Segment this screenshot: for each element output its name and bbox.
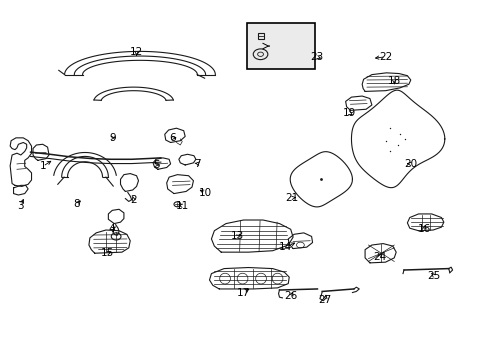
Text: 25: 25 (427, 271, 440, 281)
Text: 9: 9 (109, 133, 115, 143)
Text: 19: 19 (342, 108, 355, 118)
Text: 13: 13 (230, 231, 244, 242)
Text: 16: 16 (417, 224, 430, 234)
Text: 5: 5 (152, 160, 159, 170)
Text: 26: 26 (284, 291, 297, 301)
Text: 23: 23 (309, 52, 323, 62)
Text: 4: 4 (109, 224, 115, 234)
Text: 12: 12 (130, 47, 143, 57)
Text: 3: 3 (18, 201, 24, 211)
Text: 14: 14 (279, 242, 292, 252)
Text: 27: 27 (318, 295, 331, 305)
Text: 7: 7 (194, 158, 201, 168)
Text: 8: 8 (73, 199, 80, 209)
Bar (246, 23, 314, 69)
Text: 6: 6 (169, 133, 176, 143)
Text: 2: 2 (130, 195, 137, 204)
Text: 18: 18 (387, 76, 400, 86)
Text: 1: 1 (40, 161, 46, 171)
Text: 10: 10 (199, 188, 212, 198)
Text: 21: 21 (285, 193, 298, 203)
Text: 17: 17 (236, 288, 250, 297)
Text: 20: 20 (404, 159, 416, 169)
Text: 11: 11 (175, 201, 188, 211)
Text: 24: 24 (372, 252, 386, 262)
Text: 15: 15 (101, 248, 114, 258)
Text: 22: 22 (378, 52, 391, 62)
